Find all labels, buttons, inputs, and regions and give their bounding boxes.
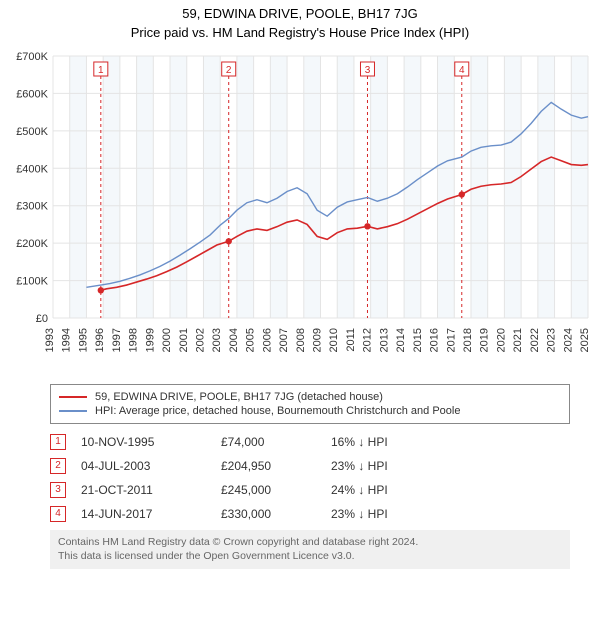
svg-text:2: 2 <box>225 65 231 76</box>
transaction-date: 14-JUN-2017 <box>81 507 221 521</box>
transaction-price: £204,950 <box>221 459 331 473</box>
svg-text:1996: 1996 <box>94 328 106 352</box>
svg-text:2010: 2010 <box>328 328 340 352</box>
svg-text:2013: 2013 <box>378 328 390 352</box>
svg-text:£700K: £700K <box>16 51 48 63</box>
svg-text:1994: 1994 <box>60 328 72 352</box>
svg-text:1993: 1993 <box>44 328 56 352</box>
svg-text:2016: 2016 <box>428 328 440 352</box>
transaction-table: 1 10-NOV-1995£74,00016% ↓ HPI 2 04-JUL-2003… <box>50 434 570 522</box>
svg-text:2020: 2020 <box>495 328 507 352</box>
chart-subtitle: Price paid vs. HM Land Registry's House … <box>0 25 600 40</box>
transaction-diff: 23% ↓ HPI <box>331 459 451 473</box>
transaction-row: 1 10-NOV-1995£74,00016% ↓ HPI <box>50 434 570 450</box>
svg-text:2014: 2014 <box>395 328 407 352</box>
svg-text:£500K: £500K <box>16 126 48 138</box>
svg-text:£0: £0 <box>35 313 47 325</box>
svg-text:2005: 2005 <box>244 328 256 352</box>
svg-text:1999: 1999 <box>144 328 156 352</box>
chart-area: £0 £100K £200K £300K £400K £500K £600K £700K 199… <box>3 46 598 376</box>
transaction-marker: 4 <box>50 506 66 522</box>
svg-text:2003: 2003 <box>211 328 223 352</box>
svg-text:2001: 2001 <box>177 328 189 352</box>
legend-swatch <box>59 410 87 412</box>
transaction-diff: 23% ↓ HPI <box>331 507 451 521</box>
transaction-row: 4 14-JUN-2017£330,00023% ↓ HPI <box>50 506 570 522</box>
legend-label: HPI: Average price, detached house, Bour… <box>95 405 460 417</box>
svg-text:2022: 2022 <box>528 328 540 352</box>
svg-text:2000: 2000 <box>161 328 173 352</box>
legend-item: HPI: Average price, detached house, Bour… <box>59 405 561 417</box>
footer-line: This data is licensed under the Open Gov… <box>58 550 562 564</box>
transaction-row: 3 21-OCT-2011£245,00024% ↓ HPI <box>50 482 570 498</box>
svg-text:£400K: £400K <box>16 163 48 175</box>
svg-text:2009: 2009 <box>311 328 323 352</box>
legend-label: 59, EDWINA DRIVE, POOLE, BH17 7JG (detac… <box>95 391 383 403</box>
transaction-price: £74,000 <box>221 435 331 449</box>
svg-text:1: 1 <box>98 65 104 76</box>
svg-text:3: 3 <box>364 65 370 76</box>
legend-item: 59, EDWINA DRIVE, POOLE, BH17 7JG (detac… <box>59 391 561 403</box>
transaction-diff: 16% ↓ HPI <box>331 435 451 449</box>
svg-text:£600K: £600K <box>16 88 48 100</box>
transaction-marker: 2 <box>50 458 66 474</box>
svg-text:1995: 1995 <box>77 328 89 352</box>
svg-text:£300K: £300K <box>16 201 48 213</box>
transaction-date: 21-OCT-2011 <box>81 483 221 497</box>
svg-text:£100K: £100K <box>16 276 48 288</box>
transaction-price: £330,000 <box>221 507 331 521</box>
svg-text:2024: 2024 <box>562 328 574 352</box>
svg-text:2008: 2008 <box>294 328 306 352</box>
footer-line: Contains HM Land Registry data © Crown c… <box>58 536 562 550</box>
svg-text:2002: 2002 <box>194 328 206 352</box>
svg-text:2007: 2007 <box>278 328 290 352</box>
svg-text:2023: 2023 <box>545 328 557 352</box>
svg-text:4: 4 <box>458 65 464 76</box>
svg-text:2025: 2025 <box>579 328 591 352</box>
transaction-diff: 24% ↓ HPI <box>331 483 451 497</box>
svg-text:2021: 2021 <box>512 328 524 352</box>
transaction-price: £245,000 <box>221 483 331 497</box>
svg-text:2011: 2011 <box>344 328 356 352</box>
svg-text:2015: 2015 <box>411 328 423 352</box>
transaction-date: 04-JUL-2003 <box>81 459 221 473</box>
svg-text:1997: 1997 <box>110 328 122 352</box>
transaction-row: 2 04-JUL-2003£204,95023% ↓ HPI <box>50 458 570 474</box>
svg-text:2017: 2017 <box>445 328 457 352</box>
transaction-marker: 1 <box>50 434 66 450</box>
transaction-date: 10-NOV-1995 <box>81 435 221 449</box>
legend-swatch <box>59 396 87 398</box>
svg-text:2006: 2006 <box>261 328 273 352</box>
svg-text:£200K: £200K <box>16 238 48 250</box>
footer-attribution: Contains HM Land Registry data © Crown c… <box>50 530 570 569</box>
svg-text:1998: 1998 <box>127 328 139 352</box>
legend: 59, EDWINA DRIVE, POOLE, BH17 7JG (detac… <box>50 384 570 424</box>
svg-text:2004: 2004 <box>227 328 239 352</box>
chart-svg: £0 £100K £200K £300K £400K £500K £600K £700K 199… <box>3 46 598 376</box>
svg-text:2019: 2019 <box>478 328 490 352</box>
svg-text:2012: 2012 <box>361 328 373 352</box>
chart-title: 59, EDWINA DRIVE, POOLE, BH17 7JG <box>0 6 600 21</box>
svg-text:2018: 2018 <box>461 328 473 352</box>
transaction-marker: 3 <box>50 482 66 498</box>
